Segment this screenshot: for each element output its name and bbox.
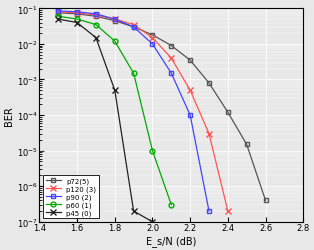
p90 (2) [113, 18, 117, 22]
p45 (0) [75, 22, 79, 25]
p90 (2) [132, 26, 136, 29]
Line: p72(5): p72(5) [56, 11, 268, 203]
p120 (3) [132, 24, 136, 27]
p60 (1) [132, 72, 136, 76]
p120 (3) [226, 210, 230, 213]
p72(5) [132, 26, 136, 29]
Line: p90 (2): p90 (2) [56, 10, 211, 214]
p90 (2) [207, 210, 211, 213]
p72(5) [207, 82, 211, 85]
p45 (0) [94, 37, 98, 40]
p90 (2) [151, 43, 154, 46]
p72(5) [151, 34, 154, 37]
p90 (2) [188, 114, 192, 117]
p120 (3) [94, 14, 98, 18]
p72(5) [113, 20, 117, 23]
p120 (3) [75, 12, 79, 15]
Y-axis label: BER: BER [4, 106, 14, 126]
Line: p45 (0): p45 (0) [56, 17, 155, 225]
p60 (1) [113, 40, 117, 43]
p72(5) [245, 143, 249, 146]
p120 (3) [170, 57, 173, 60]
p90 (2) [94, 13, 98, 16]
p72(5) [57, 12, 60, 15]
p45 (0) [132, 210, 136, 213]
p45 (0) [57, 18, 60, 22]
p120 (3) [57, 11, 60, 14]
p72(5) [264, 199, 268, 202]
Line: p60 (1): p60 (1) [56, 15, 174, 207]
p90 (2) [170, 72, 173, 76]
p120 (3) [207, 132, 211, 136]
p120 (3) [113, 18, 117, 22]
Line: p120 (3): p120 (3) [56, 10, 230, 214]
p60 (1) [94, 24, 98, 27]
X-axis label: E_s/N (dB): E_s/N (dB) [146, 235, 197, 246]
p60 (1) [57, 16, 60, 19]
p60 (1) [170, 204, 173, 206]
p60 (1) [151, 150, 154, 152]
p72(5) [94, 16, 98, 19]
p72(5) [188, 60, 192, 62]
p120 (3) [151, 37, 154, 40]
p120 (3) [188, 89, 192, 92]
p72(5) [75, 13, 79, 16]
p60 (1) [75, 18, 79, 22]
p45 (0) [113, 89, 117, 92]
p72(5) [170, 45, 173, 48]
p90 (2) [75, 11, 79, 14]
p72(5) [226, 111, 230, 114]
Legend: p72(5), p120 (3), p90 (2), p60 (1), p45 (0): p72(5), p120 (3), p90 (2), p60 (1), p45 … [43, 175, 99, 218]
p90 (2) [57, 10, 60, 13]
p45 (0) [151, 220, 154, 223]
